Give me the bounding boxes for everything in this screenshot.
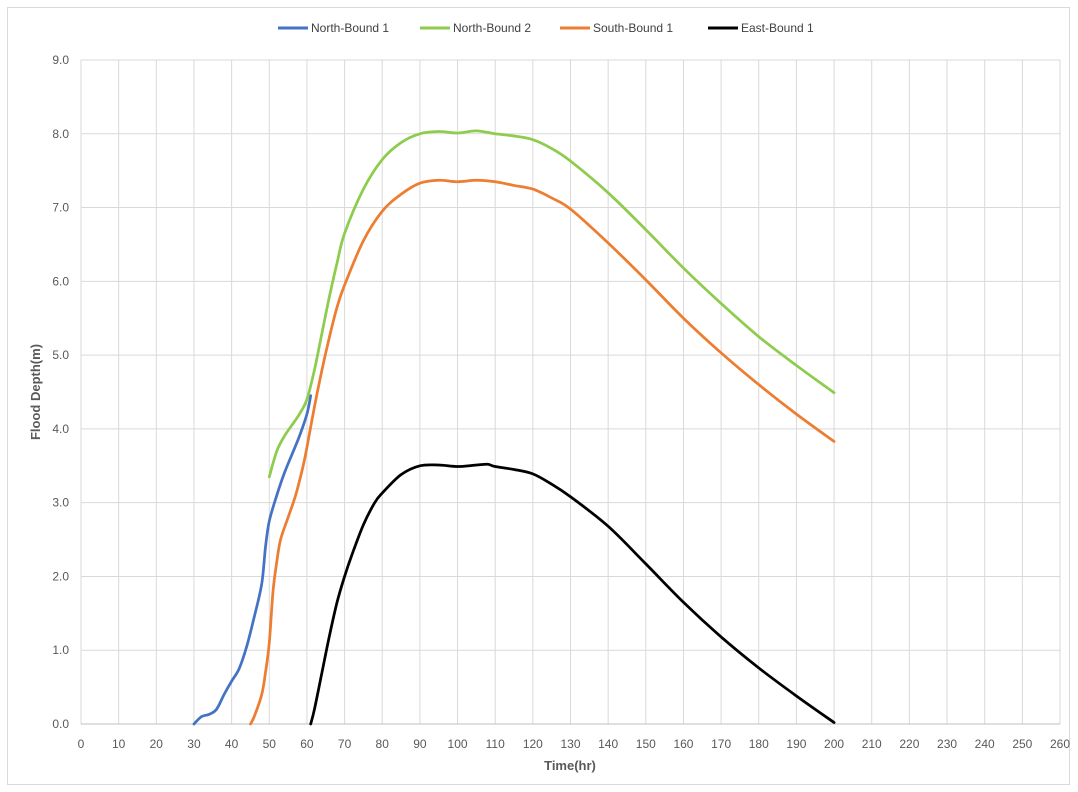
x-tick-label: 60 [300, 737, 314, 751]
legend-label-north-bound-1: North-Bound 1 [311, 21, 389, 35]
x-tick-label: 0 [78, 737, 85, 751]
x-tick-label: 40 [225, 737, 239, 751]
chart-frame [7, 7, 1070, 785]
y-tick-label: 1.0 [52, 643, 69, 657]
x-tick-label: 90 [413, 737, 427, 751]
x-tick-label: 20 [150, 737, 164, 751]
x-tick-label: 10 [112, 737, 126, 751]
y-tick-label: 6.0 [52, 274, 69, 288]
x-tick-label: 70 [338, 737, 352, 751]
y-tick-label: 4.0 [52, 422, 69, 436]
series-lines [192, 129, 836, 726]
x-tick-label: 160 [673, 737, 693, 751]
x-tick-label: 220 [899, 737, 919, 751]
x-tick-label: 210 [862, 737, 882, 751]
y-tick-label: 8.0 [52, 127, 69, 141]
x-tick-label: 190 [786, 737, 806, 751]
x-tick-label: 180 [749, 737, 769, 751]
y-axis-title: Flood Depth(m) [28, 344, 43, 440]
x-tick-label: 140 [598, 737, 618, 751]
x-tick-label: 110 [486, 737, 505, 751]
y-tick-label: 3.0 [52, 496, 69, 510]
legend-label-north-bound-2: North-Bound 2 [453, 21, 531, 35]
y-tick-label: 2.0 [52, 569, 69, 583]
y-tick-label: 7.0 [52, 201, 69, 215]
x-tick-label: 130 [560, 737, 580, 751]
legend-label-east-bound-1: East-Bound 1 [741, 21, 814, 35]
x-tick-label: 200 [824, 737, 844, 751]
y-tick-label: 9.0 [52, 53, 69, 67]
x-tick-label: 30 [187, 737, 201, 751]
series-line-north-bound-2 [267, 129, 836, 479]
y-tick-label: 0.0 [52, 717, 69, 731]
series-line-south-bound-1 [249, 178, 836, 726]
x-tick-label: 240 [975, 737, 995, 751]
x-tick-label: 50 [263, 737, 277, 751]
x-tick-label: 230 [937, 737, 957, 751]
x-tick-label: 170 [711, 737, 731, 751]
x-tick-label: 120 [523, 737, 543, 751]
y-tick-label: 5.0 [52, 348, 69, 362]
x-tick-label: 260 [1050, 737, 1070, 751]
x-tick-label: 150 [636, 737, 656, 751]
series-line-north-bound-1 [192, 394, 313, 726]
x-tick-label: 250 [1012, 737, 1032, 751]
series-line-east-bound-1 [309, 462, 836, 726]
x-tick-label: 80 [376, 737, 390, 751]
axes: 0 10 20 30 40 50 60 70 80 90 100 110 120 130 140 150 160… [52, 53, 1070, 751]
legend-label-south-bound-1: South-Bound 1 [593, 21, 673, 35]
x-tick-label: 100 [448, 737, 468, 751]
x-axis-title: Time(hr) [544, 758, 596, 773]
legend: North-Bound 1 North-Bound 2 South-Bound 1 E… [278, 21, 814, 35]
